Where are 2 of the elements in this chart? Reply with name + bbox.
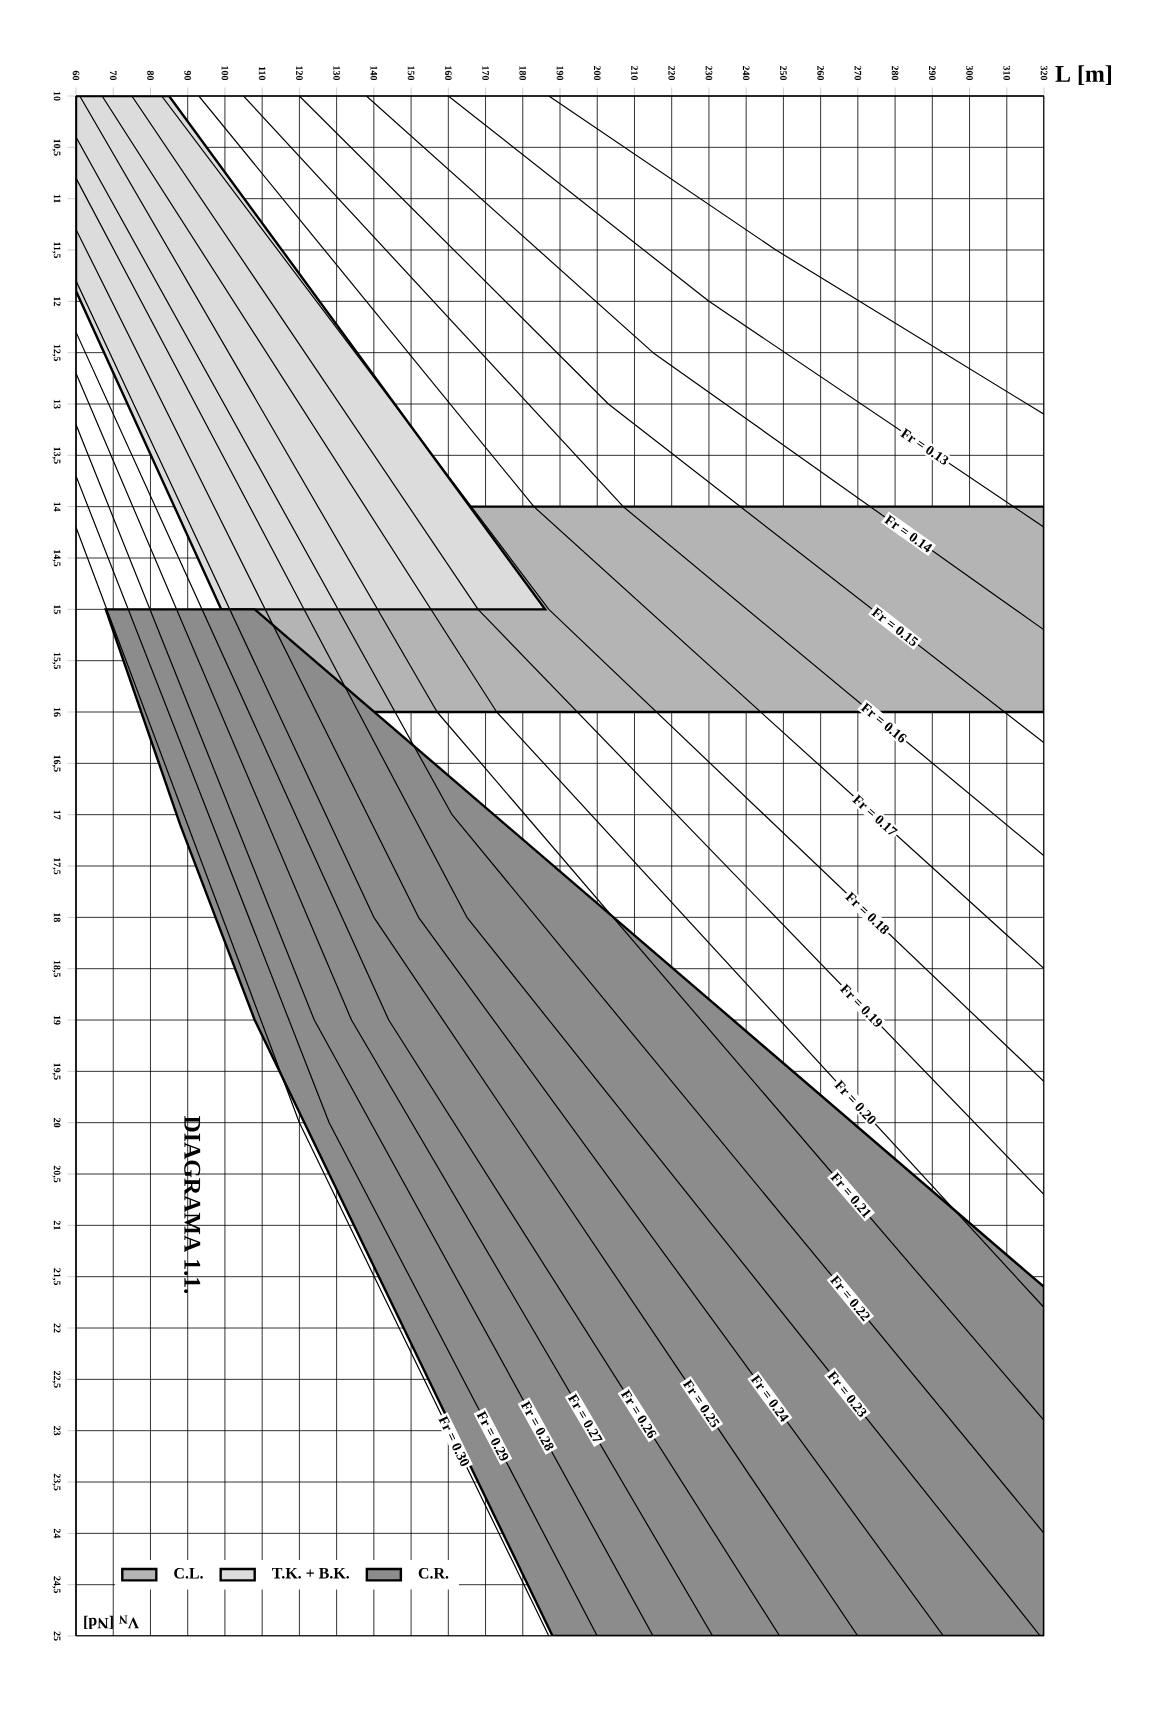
x-axis-title: L [m]: [1055, 65, 1112, 85]
annotation: DIAGRAMA 1.1.: [184, 1115, 201, 1294]
